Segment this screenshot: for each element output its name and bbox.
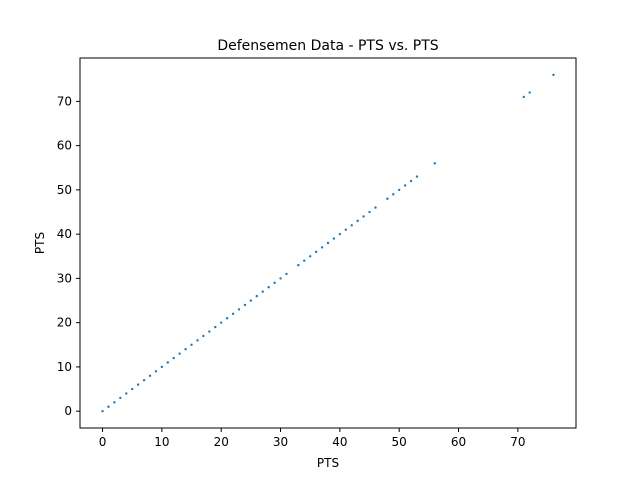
x-tick-label: 30 (273, 435, 288, 449)
scatter-point (415, 175, 419, 178)
scatter-point (214, 325, 217, 329)
x-tick-label: 40 (332, 435, 347, 449)
scatter-point (243, 303, 247, 307)
scatter-point (409, 179, 413, 183)
chart-title: Defensemen Data - PTS vs. PTS (217, 38, 438, 54)
scatter-point (528, 91, 531, 94)
scatter-point (172, 356, 175, 360)
y-tick-label: 20 (57, 316, 72, 330)
scatter-point (309, 255, 312, 258)
x-tick-label: 50 (392, 435, 407, 449)
y-tick-label: 10 (57, 360, 72, 374)
y-ticks: 0 10 20 30 40 50 60 70 (57, 94, 80, 418)
scatter-point (350, 224, 353, 227)
x-ticks: 0 10 20 30 40 50 60 70 (99, 428, 525, 449)
points-layer (101, 73, 555, 413)
axes-frame (79, 57, 577, 429)
scatter-point (196, 339, 199, 342)
scatter-point (297, 263, 300, 267)
scatter-point (154, 370, 158, 373)
scatter-point (356, 219, 359, 223)
scatter-point (148, 374, 152, 377)
y-tick-label: 30 (57, 271, 72, 285)
scatter-point (184, 348, 187, 351)
scatter-point (320, 246, 324, 249)
scatter-point (142, 379, 146, 382)
x-tick-label: 60 (451, 435, 466, 449)
scatter-point (202, 334, 205, 338)
scatter-point (368, 210, 371, 214)
scatter-point (101, 409, 104, 413)
x-tick-label: 70 (510, 435, 525, 449)
scatter-point (237, 308, 241, 311)
scatter-point (403, 184, 407, 187)
scatter-point (136, 383, 140, 386)
scatter-point (208, 330, 211, 333)
scatter-point (433, 162, 436, 165)
scatter-point (267, 286, 270, 289)
scatter-point (220, 321, 223, 324)
scatter-point (178, 352, 181, 355)
scatter-point (326, 241, 330, 245)
scatter-point (279, 277, 282, 280)
scatter-point (522, 95, 525, 99)
y-axis-label: PTS (33, 232, 47, 254)
y-tick-label: 0 (64, 404, 72, 418)
scatter-point (261, 290, 264, 293)
scatter-point (362, 215, 365, 218)
scatter-point (190, 343, 193, 346)
scatter-point (119, 396, 122, 400)
scatter-point (397, 188, 401, 192)
scatter-point (303, 259, 306, 262)
scatter-point (113, 401, 116, 404)
scatter-point (552, 73, 555, 77)
scatter-point (125, 392, 128, 395)
scatter-point (374, 206, 377, 209)
x-axis-label: PTS (317, 456, 339, 470)
x-tick-label: 20 (214, 435, 229, 449)
y-tick-label: 70 (57, 94, 72, 108)
scatter-point (131, 387, 134, 391)
scatter-point (225, 317, 229, 320)
scatter-point (166, 361, 170, 364)
scatter-point (255, 294, 259, 298)
scatter-point (332, 237, 336, 240)
scatter-point (107, 405, 110, 408)
scatter-point (273, 281, 276, 285)
y-tick-label: 50 (57, 183, 72, 197)
x-tick-label: 10 (154, 435, 169, 449)
y-tick-label: 40 (57, 227, 72, 241)
scatter-point (338, 232, 342, 236)
y-tick-label: 60 (57, 139, 72, 153)
scatter-point (314, 250, 318, 254)
scatter-point (344, 228, 347, 231)
x-tick-label: 0 (99, 435, 107, 449)
scatter-point (160, 365, 164, 369)
scatter-point (231, 312, 235, 316)
scatter-point (285, 272, 288, 276)
scatter-point (392, 193, 395, 196)
scatter-point (249, 299, 253, 302)
scatter-point (386, 197, 389, 200)
